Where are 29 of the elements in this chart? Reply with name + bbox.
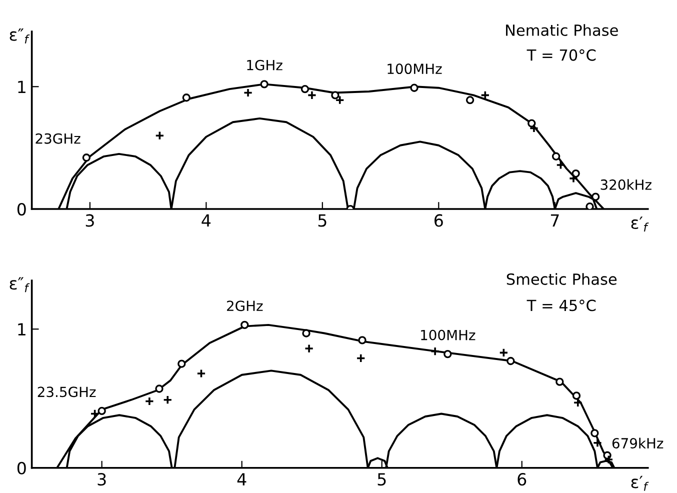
chart-title: Smectic Phase [506,273,617,285]
y-tick-label: 1 [18,323,26,336]
y-tick-label: 0 [17,462,26,474]
annotation: 320kHz [600,179,652,190]
x-tick-label: 7 [550,214,559,227]
x-tick-label: 6 [518,473,526,486]
x-axis-title: ε′$_{f}$ [631,216,649,232]
chart-title: Nematic Phase [506,24,618,36]
x-tick-label: 5 [318,214,326,227]
y-tick-label: 1 [18,80,26,93]
y-axis-title: ε″$_{f}$ [10,277,30,292]
annotation: 2GHz [226,300,263,312]
annotation: 100MHz [388,64,442,74]
annotation: 100MHz [421,330,476,340]
y-axis-title: ε″$_{f}$ [10,28,30,44]
x-tick-label: 3 [98,473,106,486]
x-tick-label: 4 [202,214,211,227]
annotation: 1GHz [247,60,282,70]
text: T = 45°C [526,300,596,312]
annotation: 679kHz [612,438,664,449]
x-tick-label: 3 [86,214,94,227]
annotation: 23GHz [36,133,80,144]
text: T = 70°C [526,49,596,61]
x-tick-label: 4 [237,473,246,486]
annotation: 23.5GHz [38,386,96,398]
x-tick-label: 5 [378,473,386,486]
y-tick-label: 0 [17,202,26,216]
x-tick-label: 6 [434,214,443,227]
x-axis-title: ε′$_{f}$ [631,476,649,491]
